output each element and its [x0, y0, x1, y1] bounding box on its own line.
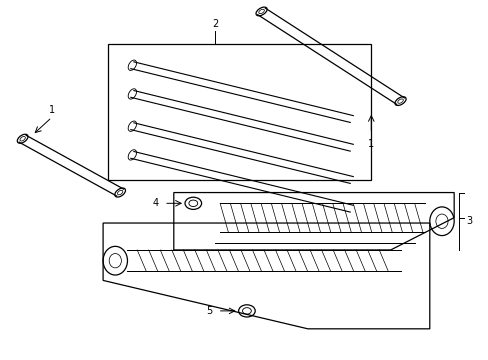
Text: 3: 3: [466, 216, 471, 226]
Text: 5: 5: [206, 306, 212, 316]
Text: 4: 4: [153, 198, 159, 208]
Text: 1: 1: [367, 139, 374, 149]
Text: 1: 1: [49, 105, 55, 115]
Text: 2: 2: [212, 19, 218, 29]
Bar: [108, 44, 370, 180]
